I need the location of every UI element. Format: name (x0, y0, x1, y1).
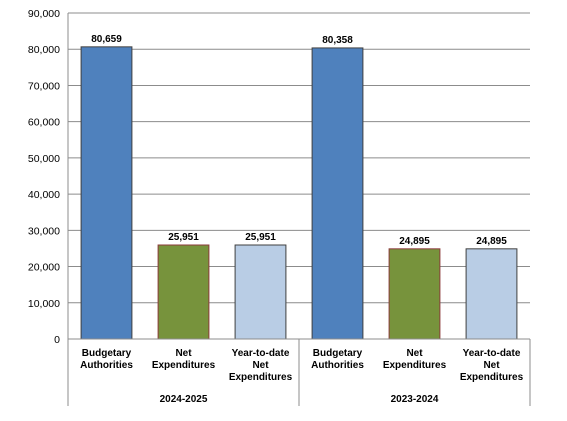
data-label: 80,659 (91, 34, 122, 45)
data-label: 80,358 (322, 35, 353, 46)
category-label: Budgetary Authorities (311, 348, 364, 371)
data-labels: 80,659 25,951 25,951 80,358 24,895 24,895 (91, 34, 507, 247)
category-label: Year-to-date Net Expenditures (460, 348, 524, 383)
bar (234, 244, 287, 340)
bar (388, 248, 441, 340)
data-label: 25,951 (245, 232, 276, 243)
y-tick-label: 90,000 (28, 8, 60, 20)
bar (80, 46, 133, 340)
y-tick-label: 0 (54, 334, 60, 346)
y-tick-label: 10,000 (28, 298, 60, 310)
data-label: 25,951 (168, 232, 199, 243)
bars (80, 46, 518, 340)
category-label: Budgetary Authorities (80, 348, 133, 371)
gridlines (68, 12, 530, 304)
data-label: 24,895 (476, 236, 507, 247)
category-label: Net Expenditures (383, 348, 447, 371)
bar (157, 244, 210, 340)
axes (67, 13, 531, 406)
y-tick-label: 20,000 (28, 262, 60, 274)
bar (465, 248, 518, 340)
category-labels: Budgetary Authorities Net Expenditures Year-… (80, 348, 523, 405)
data-label: 24,895 (399, 236, 430, 247)
category-label: Net Expenditures (152, 348, 216, 371)
group-label: 2023-2024 (391, 394, 439, 405)
y-axis-ticks: 0 10,000 20,000 30,000 40,000 50,000 60,000 70,… (28, 8, 60, 346)
y-tick-label: 40,000 (28, 189, 60, 201)
group-label: 2024-2025 (160, 394, 208, 405)
bar (311, 47, 364, 340)
y-tick-label: 80,000 (28, 44, 60, 56)
y-tick-label: 50,000 (28, 153, 60, 165)
category-label: Year-to-date Net Expenditures (229, 348, 293, 383)
y-tick-label: 30,000 (28, 225, 60, 237)
y-tick-label: 60,000 (28, 117, 60, 129)
y-tick-label: 70,000 (28, 80, 60, 92)
